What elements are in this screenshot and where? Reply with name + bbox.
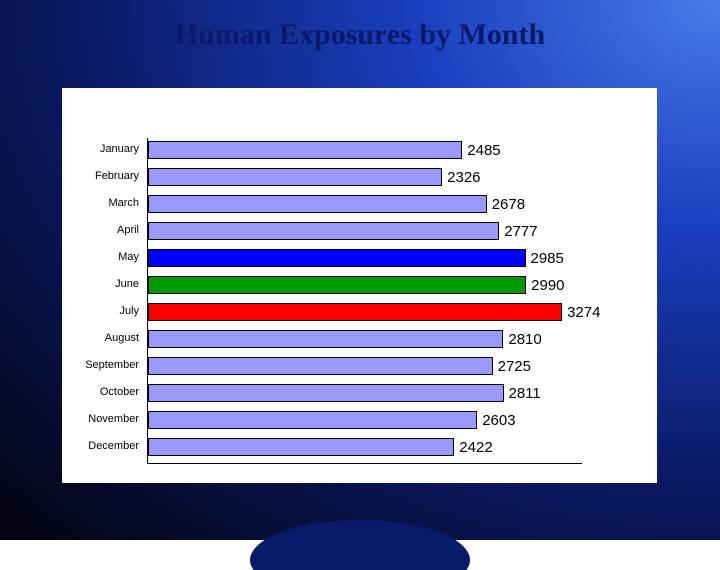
value-label: 2326: [447, 169, 480, 186]
value-label: 2777: [504, 223, 537, 240]
value-label: 2810: [508, 331, 541, 348]
bar: [148, 330, 503, 348]
month-label: June: [62, 278, 139, 290]
month-label: April: [62, 224, 139, 236]
month-label: November: [62, 413, 139, 425]
bar: [148, 249, 526, 267]
bar: [148, 303, 562, 321]
month-label: January: [62, 143, 139, 155]
bar: [148, 384, 504, 402]
value-label: 2678: [492, 196, 525, 213]
footer-ellipse: [0, 490, 720, 570]
month-label: December: [62, 440, 139, 452]
bar: [148, 438, 454, 456]
bar: [148, 357, 493, 375]
value-label: 2422: [459, 439, 492, 456]
value-label: 3274: [567, 304, 600, 321]
month-label: May: [62, 251, 139, 263]
chart-plot-area: January 2485 February 2326 March 2678 April 277…: [62, 88, 657, 483]
month-label: March: [62, 197, 139, 209]
x-axis-line: [147, 463, 582, 464]
month-label: September: [62, 359, 139, 371]
value-label: 2990: [531, 277, 564, 294]
bar: [148, 222, 499, 240]
slide-title: Human Exposures by Month: [0, 18, 720, 52]
value-label: 2725: [498, 358, 531, 375]
month-label: February: [62, 170, 139, 182]
value-label: 2811: [509, 385, 541, 402]
value-label: 2985: [531, 250, 564, 267]
bar: [148, 276, 526, 294]
bar: [148, 411, 477, 429]
value-label: 2485: [467, 142, 500, 159]
month-label: August: [62, 332, 139, 344]
month-label: October: [62, 386, 139, 398]
bar: [148, 195, 487, 213]
chart-container: January 2485 February 2326 March 2678 April 277…: [62, 88, 657, 483]
bar: [148, 168, 442, 186]
month-label: July: [62, 305, 139, 317]
bar: [148, 141, 462, 159]
value-label: 2603: [482, 412, 515, 429]
